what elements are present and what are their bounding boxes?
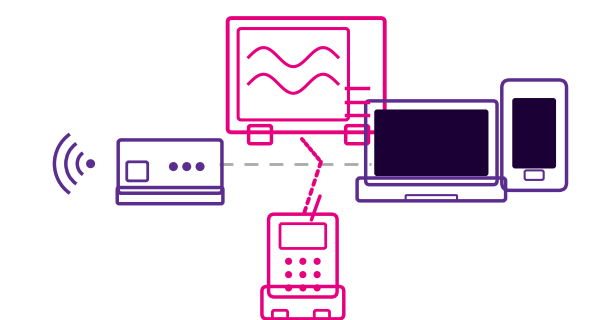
FancyBboxPatch shape <box>374 109 488 176</box>
Circle shape <box>196 163 204 170</box>
Circle shape <box>87 160 94 168</box>
Circle shape <box>300 285 306 291</box>
Circle shape <box>314 285 320 291</box>
Circle shape <box>314 259 320 264</box>
FancyBboxPatch shape <box>512 98 556 169</box>
Circle shape <box>170 163 177 170</box>
Circle shape <box>300 272 306 277</box>
Circle shape <box>286 285 292 291</box>
Circle shape <box>314 272 320 277</box>
Circle shape <box>286 272 292 277</box>
Circle shape <box>300 259 306 264</box>
Circle shape <box>183 163 191 170</box>
Circle shape <box>286 259 292 264</box>
